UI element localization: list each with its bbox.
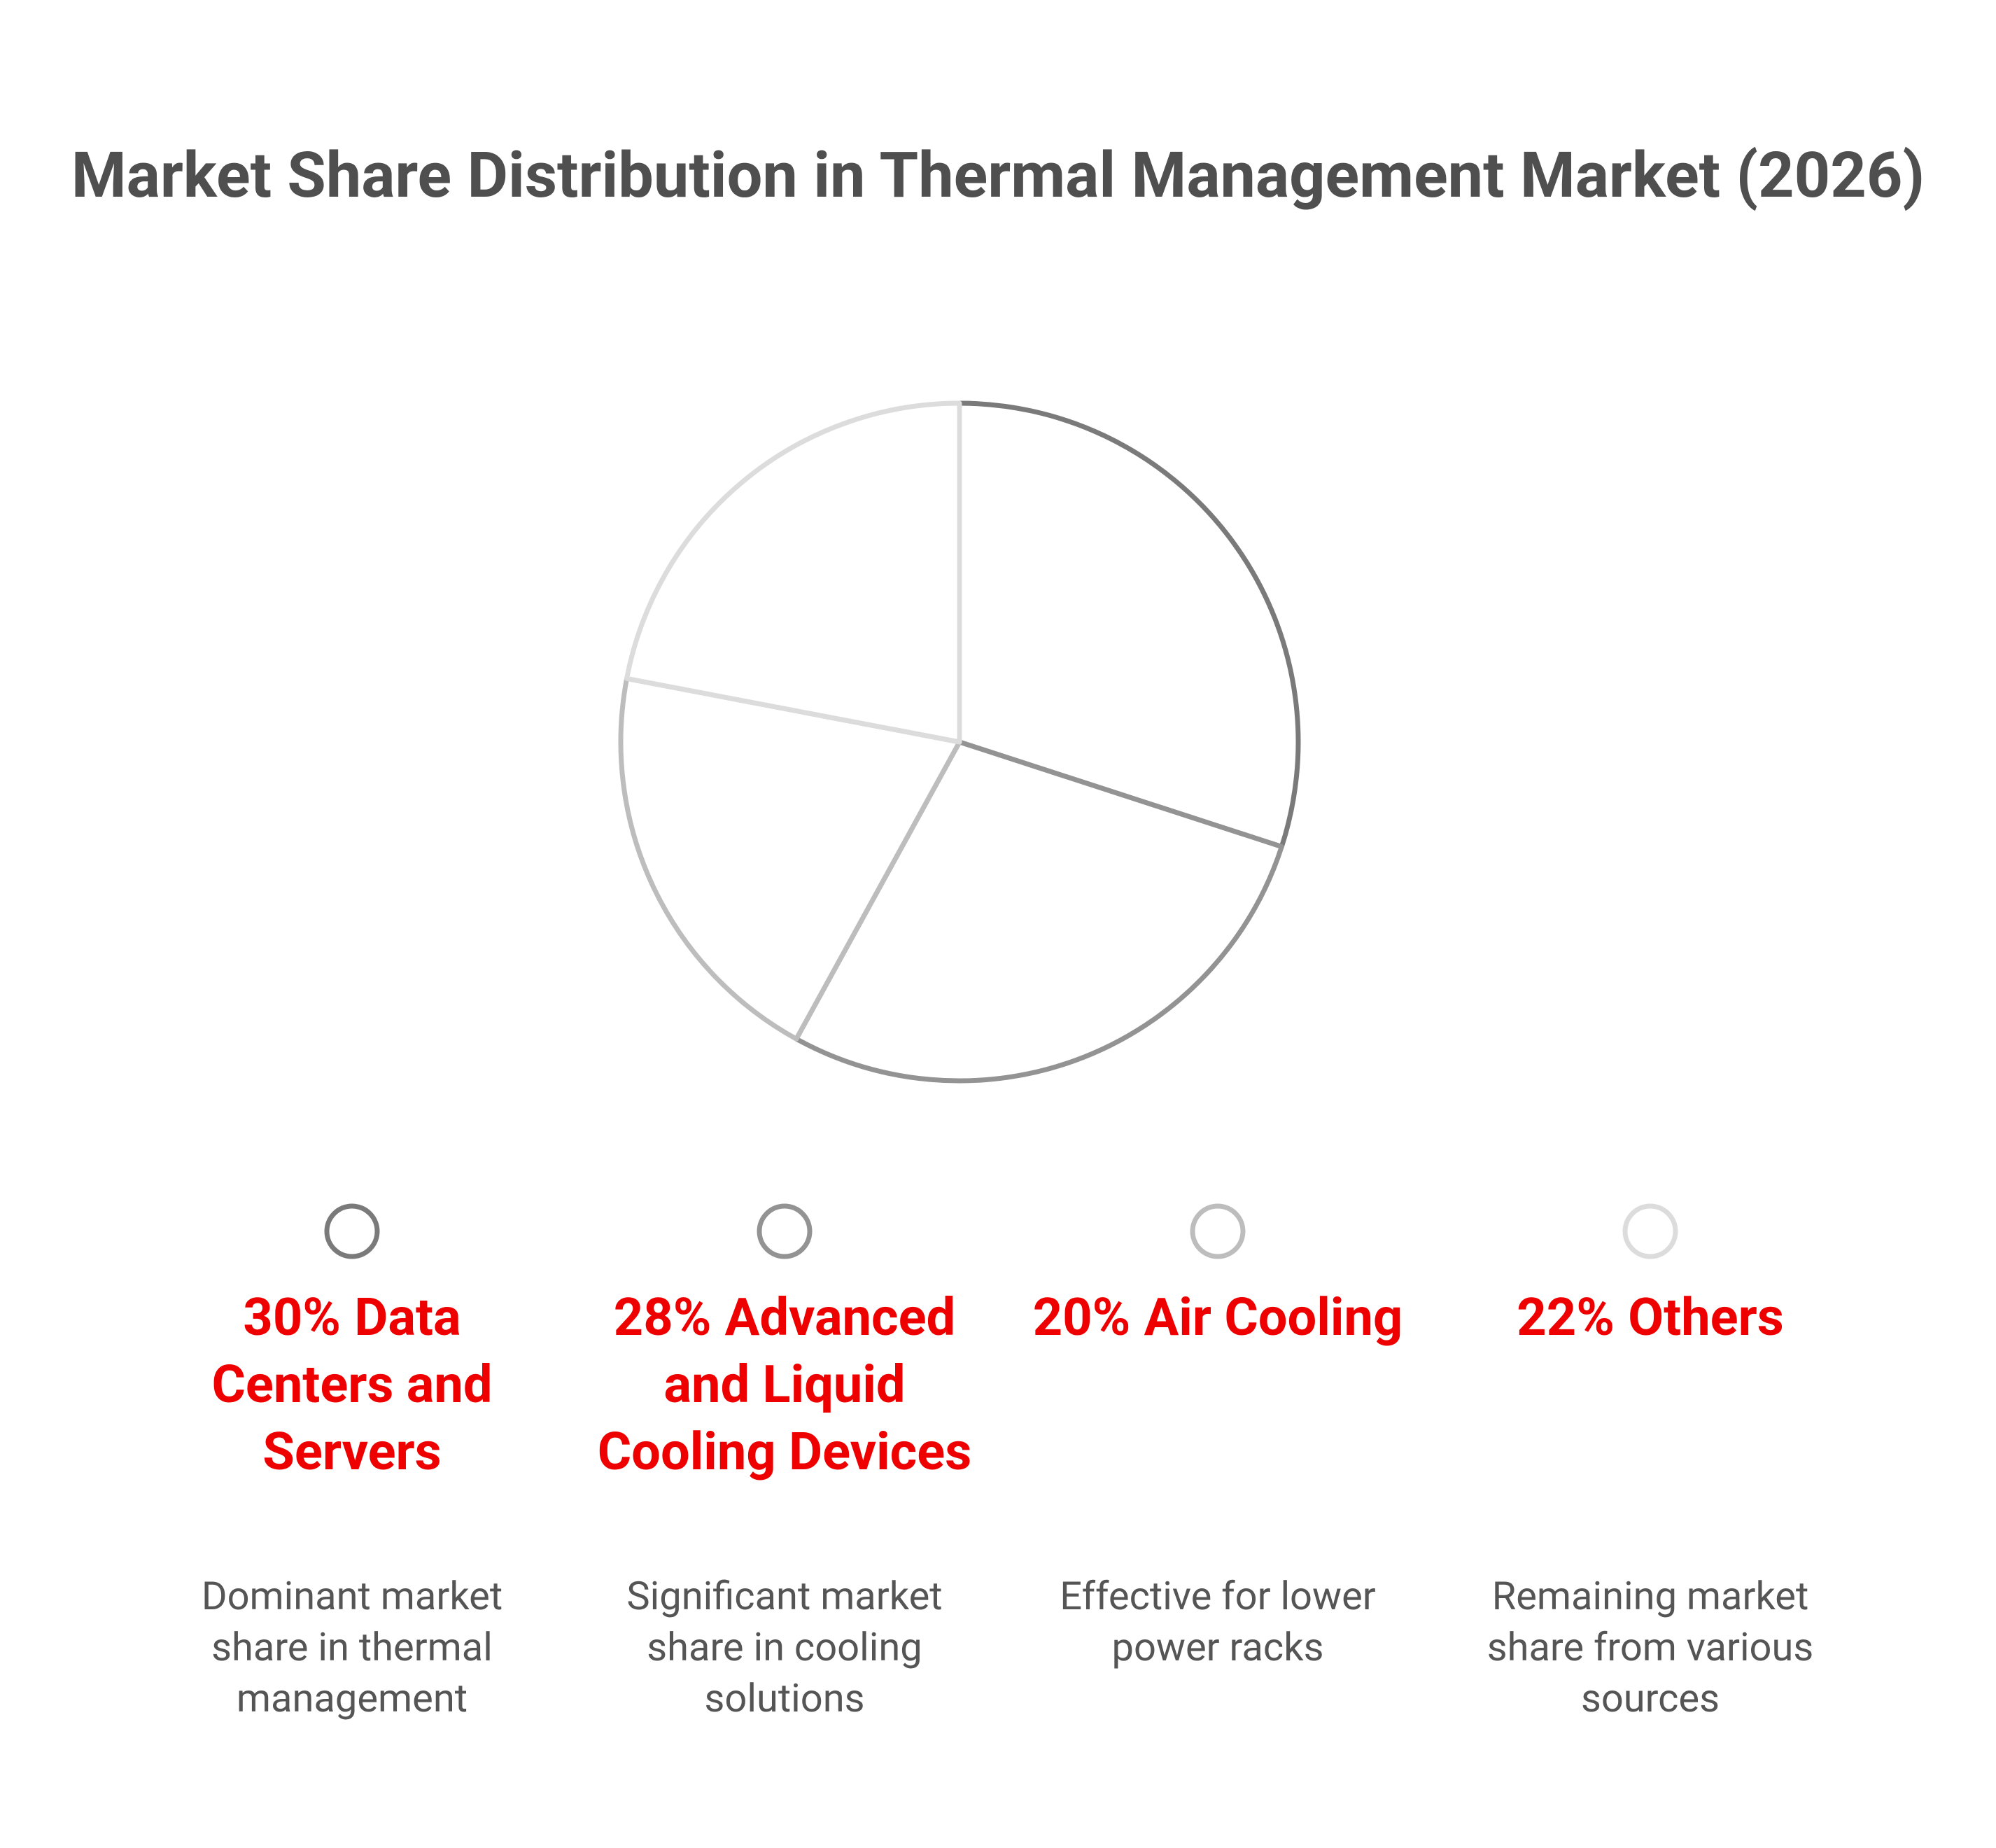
legend-marker: [757, 1203, 813, 1259]
category-label: 30% Data Centers and Servers: [153, 1284, 551, 1486]
category-name: Data Centers and Servers: [211, 1287, 493, 1483]
pie-slice: [618, 676, 962, 1042]
description: Effective for lower power racks: [1060, 1573, 1376, 1670]
pie-slice: [957, 400, 1301, 850]
value-label: 30%: [243, 1287, 342, 1348]
value-label: 22%: [1517, 1287, 1615, 1348]
pie-slice: [624, 400, 962, 745]
legend-marker: [1622, 1203, 1678, 1259]
value-label: 28%: [613, 1287, 712, 1348]
chart-title: Market Share Distribution in Thermal Man…: [71, 139, 1925, 212]
value-label: 20%: [1032, 1287, 1131, 1348]
category-label: 22% Others: [1451, 1284, 1850, 1352]
description: Dominant market share in thermal managem…: [201, 1573, 503, 1721]
category-name: Air Cooling: [1144, 1287, 1403, 1348]
category-label: 20% Air Cooling: [1018, 1284, 1417, 1352]
category-label: 28% Advanced and Liquid Cooling Devices: [585, 1284, 984, 1486]
category-name: Others: [1628, 1287, 1784, 1348]
legend-marker: [1190, 1203, 1246, 1259]
pie-slice: [794, 739, 1284, 1084]
description: Significant market share in cooling solu…: [626, 1573, 943, 1721]
description: Remaining market share from various sour…: [1487, 1573, 1814, 1721]
legend-marker: [324, 1203, 380, 1259]
category-name: Advanced and Liquid Cooling Devices: [597, 1287, 972, 1483]
